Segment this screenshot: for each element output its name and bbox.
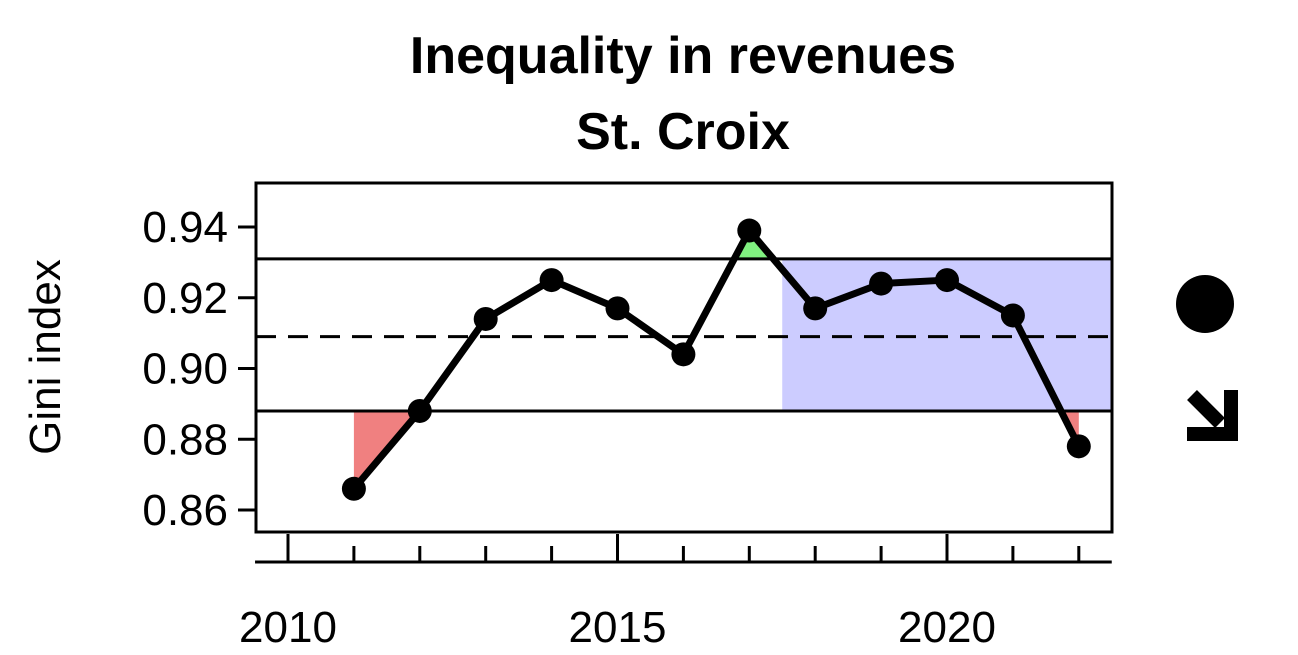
data-point xyxy=(1000,303,1025,328)
data-point xyxy=(803,296,828,321)
plot-frame xyxy=(254,181,1114,534)
data-point xyxy=(605,296,630,321)
data-point xyxy=(539,268,564,293)
data-point xyxy=(341,476,366,501)
x-tick-label: 2020 xyxy=(898,603,996,652)
data-point xyxy=(671,342,696,367)
data-point xyxy=(473,306,498,331)
y-tick-label: 0.90 xyxy=(142,345,228,394)
data-point xyxy=(869,271,894,296)
x-tick-label: 2010 xyxy=(239,603,337,652)
y-tick-label: 0.88 xyxy=(142,415,228,464)
data-point xyxy=(737,218,762,243)
y-tick-label: 0.94 xyxy=(142,203,228,252)
series-line xyxy=(351,227,1082,492)
filled-circle-icon xyxy=(1176,275,1234,333)
chart-title: Inequality in revenues xyxy=(409,27,957,85)
arrow-down-right-icon xyxy=(1187,390,1238,441)
data-point xyxy=(935,268,959,293)
x-tick-label: 2015 xyxy=(569,603,667,652)
y-tick-label: 0.86 xyxy=(142,486,228,535)
data-point xyxy=(1066,434,1091,459)
data-point xyxy=(407,398,432,423)
y-tick-label: 0.92 xyxy=(142,274,228,323)
chart-subtitle: St. Croix xyxy=(576,103,790,161)
